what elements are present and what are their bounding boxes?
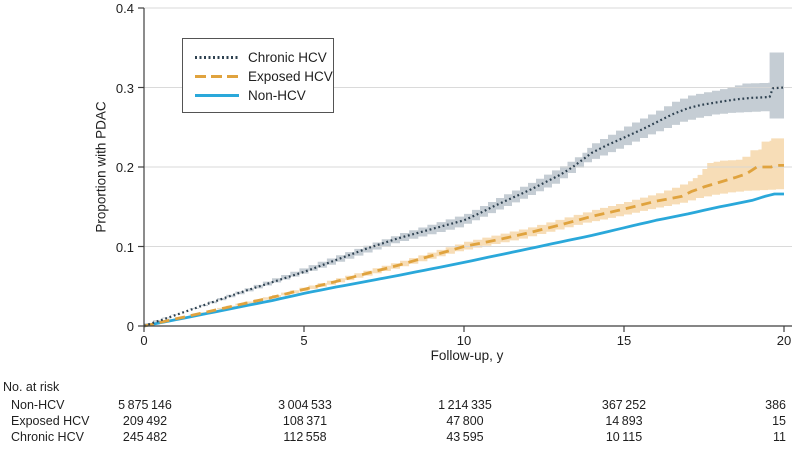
y-tick-label: 0.3 — [115, 80, 134, 96]
x-tick-label: 0 — [140, 333, 148, 348]
x-tick-label: 20 — [776, 333, 792, 348]
x-tick-label: 15 — [616, 333, 632, 348]
y-tick-label: 0.4 — [115, 1, 134, 16]
y-tick-label: 0.2 — [115, 160, 134, 175]
y-tick-label: 0 — [126, 319, 134, 334]
legend-item-non-hcv: Non-HCV — [195, 86, 323, 105]
risk-row-label: Exposed HCV — [11, 414, 90, 428]
solid-line-sample-icon — [195, 94, 239, 97]
risk-row-chronic-hcv: Chronic HCV 245 482 112 558 43 595 10 11… — [0, 429, 800, 445]
series-line-exposed-hcv — [143, 164, 784, 328]
dashed-line-sample-icon — [195, 75, 239, 78]
legend-item-exposed-hcv: Exposed HCV — [195, 67, 333, 86]
risk-table-title: No. at risk — [3, 380, 60, 394]
x-axis-label: Follow-up, y — [430, 348, 504, 363]
risk-value: 367 252 — [601, 398, 647, 412]
risk-row-non-hcv: Non-HCV 5 875 146 3 004 533 1 214 335 36… — [0, 397, 800, 413]
legend-label: Exposed HCV — [248, 69, 333, 84]
risk-value: 112 558 — [283, 430, 327, 444]
risk-row-label: Chronic HCV — [11, 430, 84, 444]
risk-value: 3 004 533 — [278, 398, 332, 412]
risk-value: 386 — [765, 398, 786, 412]
risk-value: 43 595 — [446, 430, 484, 444]
risk-value: 245 482 — [122, 430, 168, 444]
dotted-line-sample-icon — [195, 56, 239, 59]
risk-value: 10 115 — [605, 430, 643, 444]
risk-value: 108 371 — [282, 414, 328, 428]
risk-value: 15 — [772, 414, 786, 428]
series-line-non-hcv — [143, 192, 784, 328]
risk-value: 209 492 — [122, 414, 168, 428]
legend-label: Chronic HCV — [248, 50, 327, 65]
legend-label: Non-HCV — [248, 88, 306, 103]
risk-value: 11 — [773, 430, 786, 444]
x-tick-label: 5 — [300, 333, 308, 348]
y-tick-label: 0.1 — [115, 239, 134, 255]
risk-value: 5 875 146 — [118, 398, 172, 412]
risk-value: 1 214 335 — [438, 398, 492, 412]
series-line-chronic-hcv — [143, 86, 785, 328]
risk-value: 47 800 — [446, 414, 484, 428]
legend-item-chronic-hcv: Chronic HCV — [195, 48, 327, 67]
risk-row-exposed-hcv: Exposed HCV 209 492 108 371 47 800 14 89… — [0, 413, 800, 429]
x-tick-label: 10 — [456, 333, 472, 348]
legend: Chronic HCV Exposed HCV Non-HCV — [182, 38, 334, 113]
risk-row-label: Non-HCV — [11, 398, 65, 412]
risk-value: 14 893 — [605, 414, 643, 428]
